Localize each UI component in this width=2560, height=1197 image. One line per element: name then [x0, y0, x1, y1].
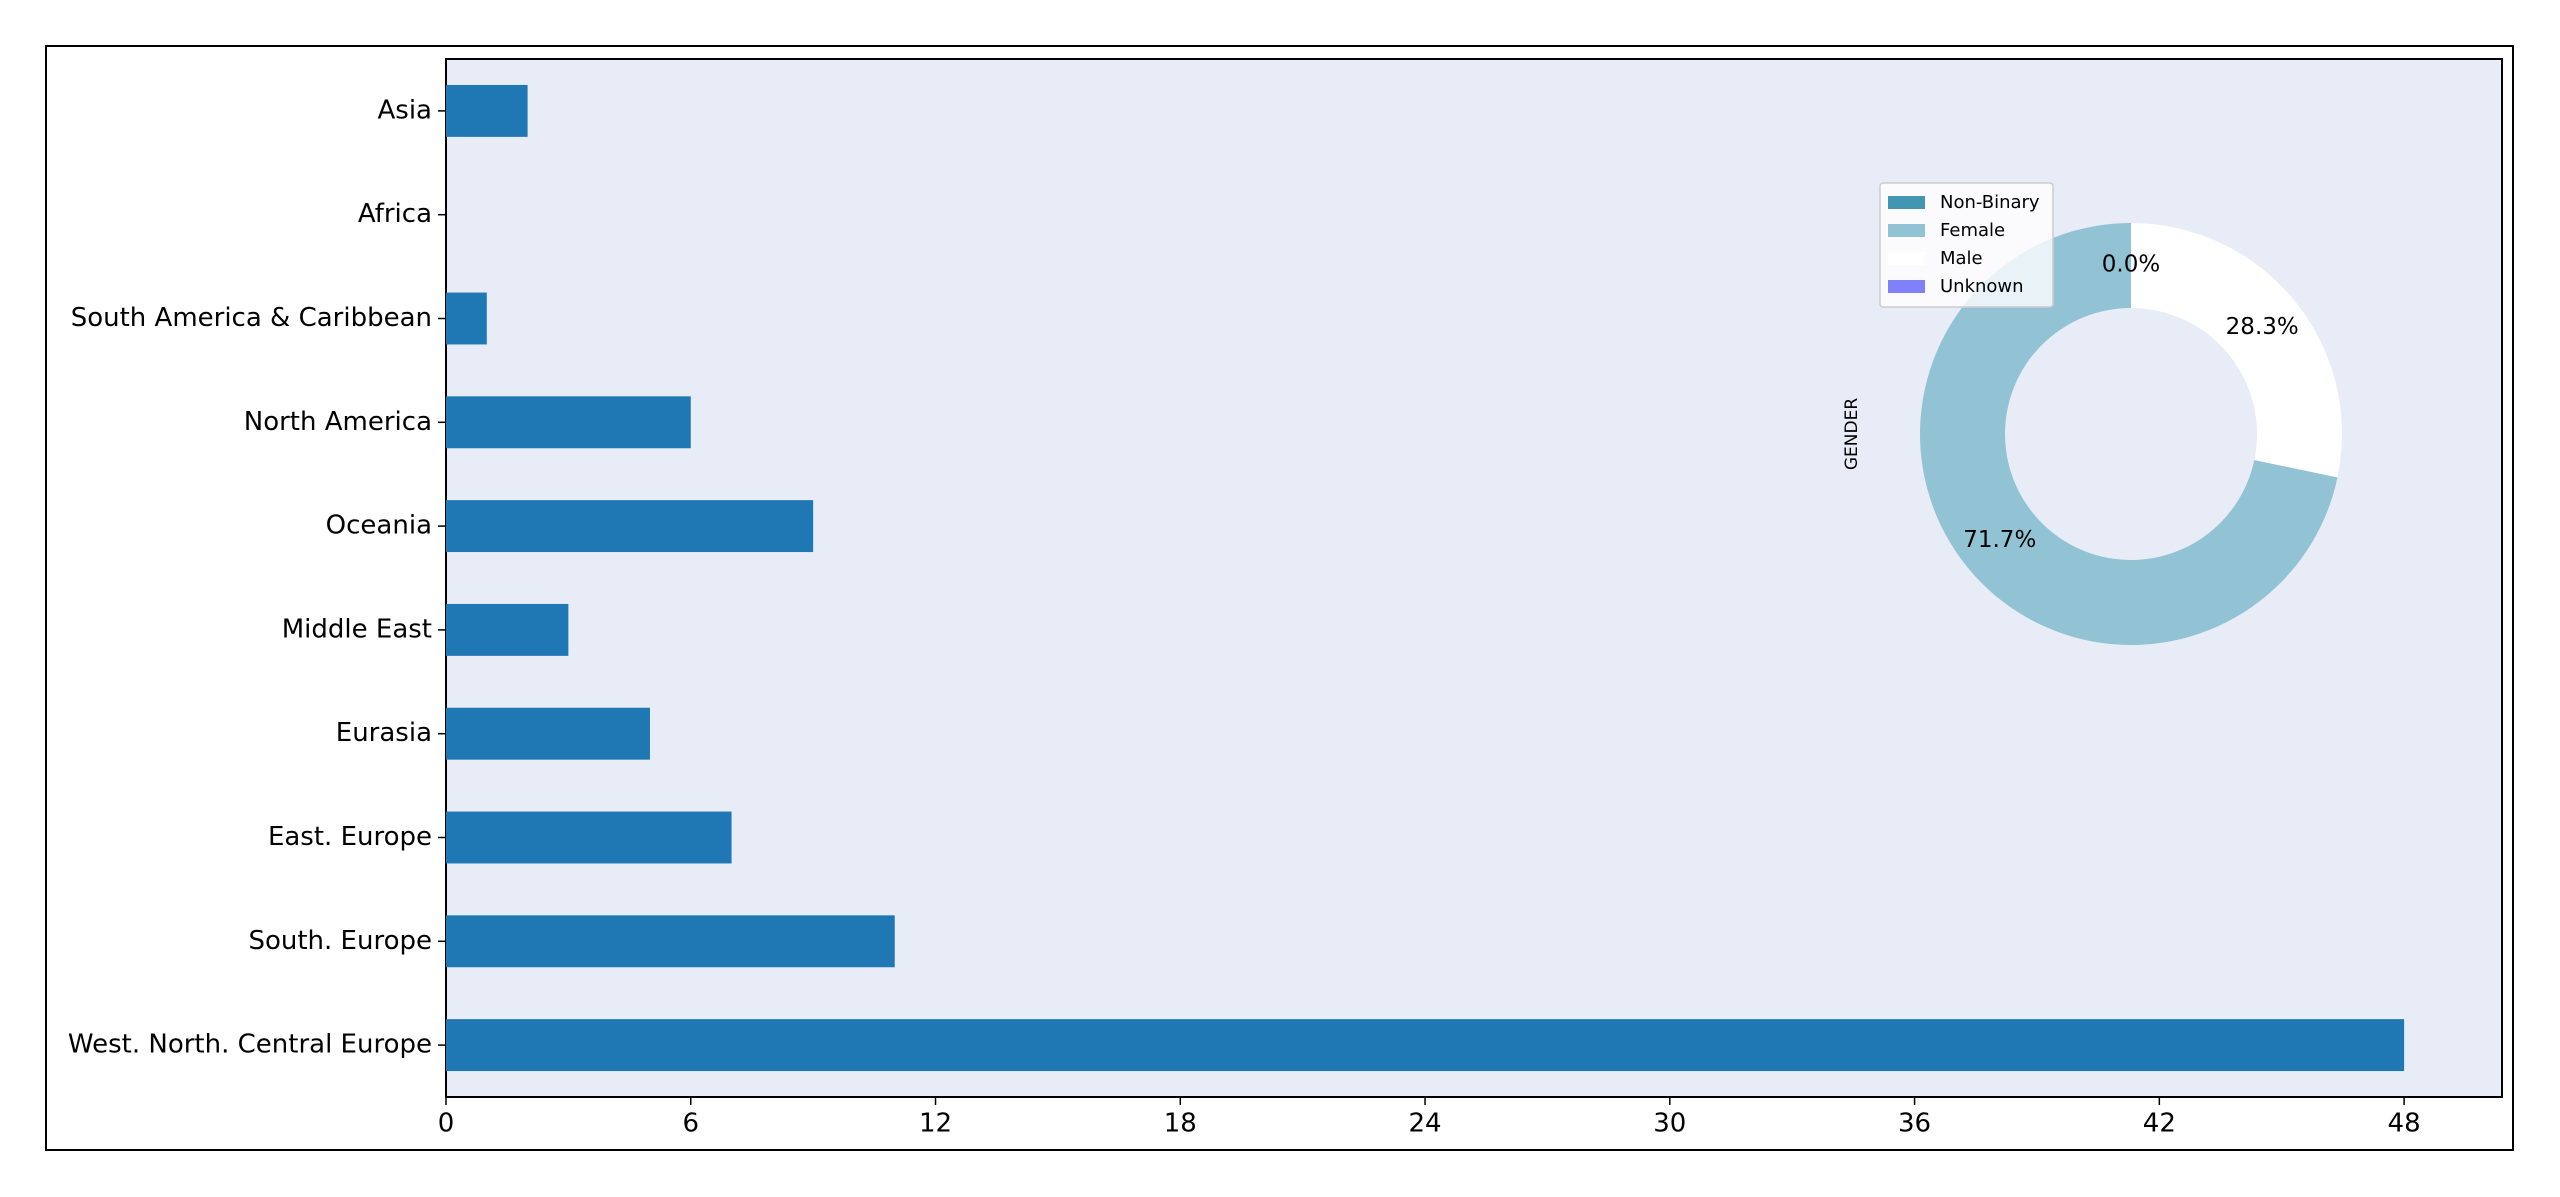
y-tick-label: East. Europe — [268, 822, 432, 852]
x-tick-label: 24 — [1409, 1109, 1442, 1139]
pie-value-label: 0.0% — [2102, 252, 2160, 278]
bar — [446, 811, 732, 864]
x-tick-label: 0 — [438, 1109, 455, 1139]
pie-value-label: 28.3% — [2226, 314, 2299, 340]
legend-label: Unknown — [1940, 276, 2024, 297]
x-tick-label: 18 — [1164, 1109, 1197, 1139]
legend-box — [1879, 182, 2054, 308]
legend-swatch — [1888, 196, 1925, 209]
legend-swatch — [1888, 224, 1925, 237]
bar — [446, 84, 528, 137]
x-tick-label: 36 — [1898, 1109, 1931, 1139]
bar — [446, 500, 814, 553]
y-tick-label: Africa — [358, 199, 432, 229]
x-tick-label: 30 — [1653, 1109, 1686, 1139]
x-tick-label: 48 — [2388, 1109, 2421, 1139]
legend-label: Non-Binary — [1940, 192, 2040, 213]
pie-y-label: GENDER — [1842, 398, 1862, 470]
y-tick-label: Asia — [378, 95, 433, 125]
y-tick-label: South. Europe — [248, 926, 432, 956]
y-tick-label: West. North. Central Europe — [68, 1030, 432, 1060]
pie-value-label: 71.7% — [1963, 527, 2036, 553]
bar — [446, 707, 650, 760]
bar — [446, 603, 569, 656]
bar — [446, 915, 895, 968]
legend-label: Female — [1940, 220, 2005, 241]
bar — [446, 1019, 2405, 1072]
bar — [446, 292, 487, 345]
y-tick-label: Eurasia — [336, 718, 432, 748]
pie-wedge — [1919, 223, 2338, 646]
y-tick-label: Middle East — [282, 614, 432, 644]
x-tick-label: 12 — [919, 1109, 952, 1139]
y-tick-label: Oceania — [326, 511, 432, 541]
bar — [446, 396, 691, 449]
legend-label: Male — [1940, 248, 1983, 269]
pie-wedge — [2131, 223, 2342, 478]
legend-swatch — [1888, 280, 1925, 293]
y-tick-label: South America & Caribbean — [71, 303, 432, 333]
legend-swatch — [1888, 252, 1925, 265]
x-tick-label: 42 — [2143, 1109, 2176, 1139]
y-tick-label: North America — [244, 407, 432, 437]
x-tick-label: 6 — [682, 1109, 699, 1139]
